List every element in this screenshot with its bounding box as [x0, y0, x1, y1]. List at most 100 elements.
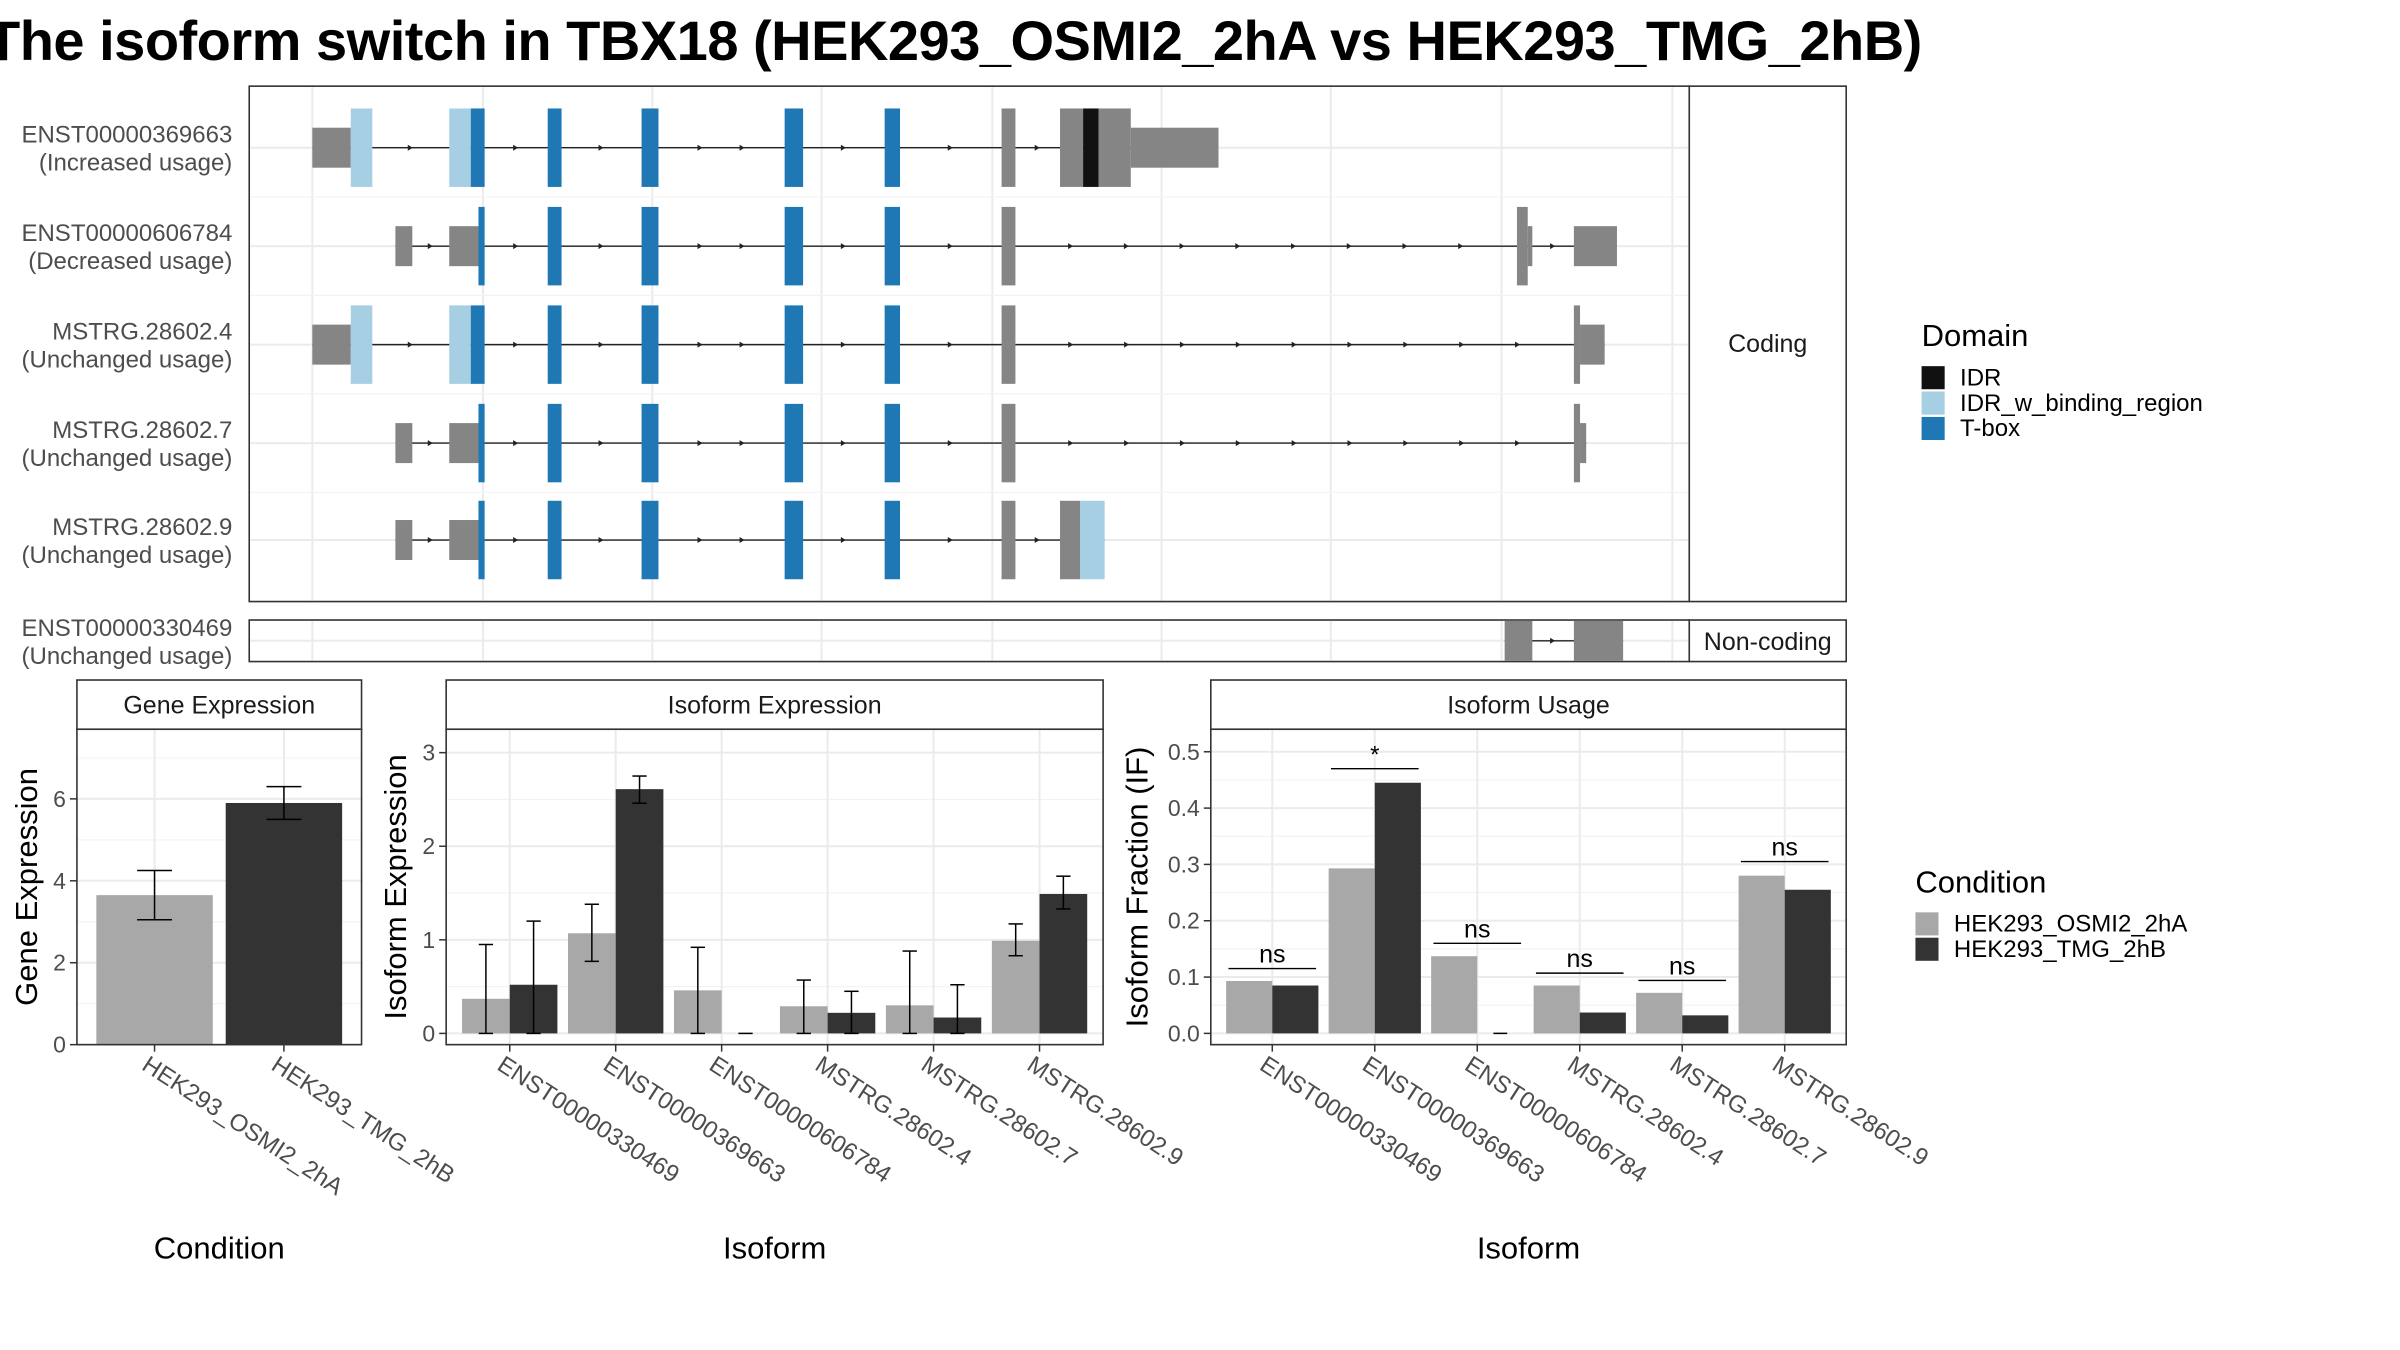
- transcript-structure-panel: Coding Non-coding ENST00000369663(Increase…: [21, 85, 1847, 670]
- intron-arrow: [1347, 440, 1353, 447]
- y-tick-label: 0.5: [1168, 739, 1200, 765]
- significance-label: ns: [1259, 941, 1285, 969]
- condition-legend-label: HEK293_TMG_2hB: [1954, 936, 2166, 963]
- y-axis-title: Gene Expression: [9, 768, 44, 1006]
- condition-legend-title: Condition: [1915, 864, 2046, 899]
- bar: [1784, 889, 1831, 1034]
- intron-arrow: [1235, 341, 1241, 348]
- intron-arrow: [513, 537, 519, 544]
- domain-block-T-box: [784, 403, 804, 483]
- domain-block-IDR_w_binding_region: [449, 108, 471, 187]
- intron-arrow: [947, 243, 953, 250]
- isoform-label-1-usage: (Increased usage): [39, 150, 232, 177]
- isoform-usage-panel: Isoform Usage ns * ns ns ns ns 0.0 0.1 0.2 0.3 0.4 0…: [1120, 679, 1933, 1265]
- condition-legend-key: [1915, 937, 1939, 961]
- intron-arrow: [513, 144, 519, 151]
- significance-label: ns: [1464, 915, 1490, 943]
- intron-arrow: [513, 341, 519, 348]
- intron-arrow: [1034, 144, 1040, 151]
- exon-block: [312, 324, 351, 365]
- intron-arrow: [1068, 243, 1074, 250]
- domain-block-T-box: [478, 403, 485, 483]
- intron-arrow: [840, 537, 846, 544]
- significance-label: ns: [1669, 952, 1695, 980]
- intron-arrow: [1068, 440, 1074, 447]
- facet-strip-noncoding: [1688, 619, 1847, 663]
- intron-arrow: [513, 440, 519, 447]
- exon-block: [1573, 620, 1624, 661]
- domain-block-IDR_w_binding_region: [449, 305, 471, 384]
- intron-arrow: [427, 243, 433, 250]
- intron-arrow: [1179, 341, 1185, 348]
- domain-block-IDR_w_binding_region: [350, 305, 373, 384]
- bar: [1579, 1012, 1626, 1034]
- bar: [615, 789, 664, 1034]
- exon-block: [1573, 305, 1581, 384]
- y-tick-label: 1: [422, 927, 435, 953]
- intron-arrow: [1124, 341, 1130, 348]
- x-tick-label: ENST00000606784: [704, 1051, 896, 1188]
- panel-strip: [445, 679, 1104, 731]
- x-tick-label: ENST00000369663: [598, 1051, 790, 1188]
- intron-arrow: [947, 440, 953, 447]
- intron-arrow: [1459, 341, 1465, 348]
- intron-arrow: [739, 341, 745, 348]
- panel-frame: [76, 728, 363, 1046]
- y-tick-label: 0.1: [1168, 964, 1200, 990]
- intron-arrow: [1123, 243, 1129, 250]
- exon-block: [449, 520, 479, 561]
- isoform-label-2-usage: (Decreased usage): [28, 248, 232, 275]
- intron-arrow: [407, 144, 413, 151]
- intron-arrow: [1515, 440, 1521, 447]
- isoform-label-3-usage: (Unchanged usage): [22, 347, 233, 374]
- intron-arrow: [1550, 243, 1556, 250]
- intron-arrow: [1235, 243, 1241, 250]
- exon-block: [395, 226, 413, 267]
- intron-arrow: [407, 341, 413, 348]
- panel-title: Isoform Expression: [668, 692, 882, 720]
- intron-arrow: [1402, 243, 1408, 250]
- y-tick-label: 0.4: [1168, 795, 1200, 821]
- domain-block-T-box: [784, 108, 804, 187]
- domain-block-T-box: [641, 206, 659, 286]
- condition-legend-key: [1915, 912, 1939, 936]
- domain-block-IDR_w_binding_region: [350, 108, 373, 187]
- isoform-label-4-id: MSTRG.28602.7: [52, 417, 232, 444]
- bar: [1682, 1015, 1729, 1034]
- y-axis-title: Isoform Expression: [378, 754, 413, 1019]
- exon-block: [1573, 403, 1581, 483]
- condition-legend-label: HEK293_OSMI2_2hA: [1954, 911, 2187, 938]
- isoform-label-5-id: MSTRG.28602.9: [52, 514, 232, 541]
- intron-arrow: [598, 341, 604, 348]
- bar: [1328, 868, 1375, 1034]
- domain-block-T-box: [884, 108, 901, 187]
- domain-block-IDR_w_binding_region: [1080, 500, 1105, 580]
- intron-arrow: [598, 144, 604, 151]
- intron-arrow: [840, 341, 846, 348]
- isoform-expression-panel: Isoform Expression 0 1 2 3 ENST00000330469ENS…: [378, 679, 1188, 1265]
- exon-block: [1516, 206, 1528, 286]
- y-tick-label: 2: [53, 950, 66, 976]
- exon-block: [1001, 108, 1016, 187]
- exon-block: [395, 520, 413, 561]
- significance-label: ns: [1567, 945, 1593, 973]
- intron-arrow: [1068, 341, 1074, 348]
- intron-arrow: [1459, 440, 1465, 447]
- domain-block-T-box: [470, 108, 485, 187]
- intron-arrow: [598, 243, 604, 250]
- domain-legend-label: T-box: [1960, 415, 2020, 442]
- isoform-label-noncoding-id: ENST00000330469: [21, 615, 232, 642]
- isoform-label-5-usage: (Unchanged usage): [22, 542, 233, 569]
- domain-legend-key: [1921, 416, 1945, 441]
- domain-legend-label: IDR_w_binding_region: [1960, 390, 2203, 417]
- exon-block: [1060, 108, 1084, 187]
- intron-arrow: [739, 144, 745, 151]
- y-tick-label: 6: [53, 786, 66, 812]
- exon-block: [1580, 324, 1605, 365]
- y-tick-label: 0: [53, 1032, 66, 1058]
- y-tick-label: 0.2: [1168, 908, 1200, 934]
- bar: [1226, 980, 1273, 1034]
- intron-arrow: [697, 440, 703, 447]
- isoform-label-2-id: ENST00000606784: [21, 220, 232, 247]
